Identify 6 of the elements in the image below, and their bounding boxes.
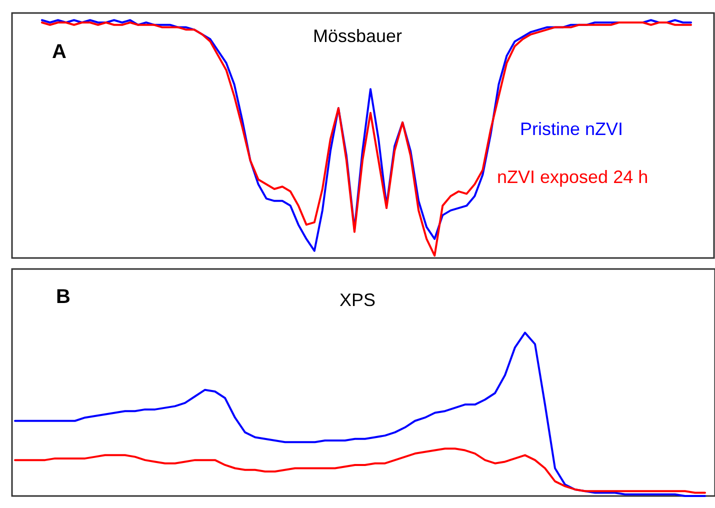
annotation: A: [52, 41, 66, 63]
chart-title: Mössbauer: [312, 26, 402, 46]
series-label: Pristine nZVI: [520, 119, 624, 139]
series-label: nZVI exposed 24 h: [497, 167, 648, 187]
text: B: [56, 286, 70, 308]
chart-title: XPS: [339, 290, 376, 310]
